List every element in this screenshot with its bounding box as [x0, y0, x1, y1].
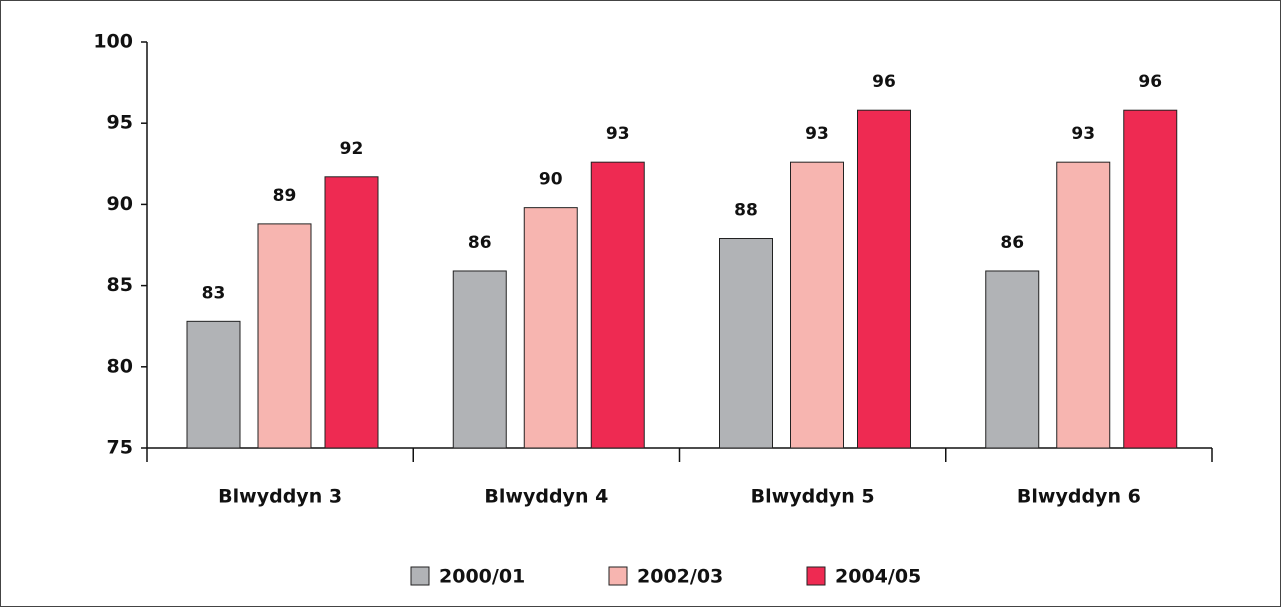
y-tick-label: 100 [93, 31, 133, 53]
legend-label: 2002/03 [637, 566, 723, 588]
x-tick-label: Blwyddyn 4 [484, 486, 608, 508]
bar [590, 161, 645, 449]
legend-label: 2004/05 [835, 566, 921, 588]
value-label: 93 [606, 124, 630, 144]
value-label: 93 [805, 124, 829, 144]
y-tick-label: 85 [107, 274, 133, 296]
value-label: 86 [468, 233, 492, 253]
x-tick-label: Blwyddyn 6 [1017, 486, 1141, 508]
value-label: 86 [1000, 233, 1024, 253]
legend-swatch [410, 566, 430, 586]
bar [257, 223, 312, 449]
bar [985, 270, 1040, 449]
x-tick-label: Blwyddyn 3 [218, 486, 342, 508]
legend-swatch [806, 566, 826, 586]
bar [790, 161, 844, 449]
y-tick-label: 75 [107, 437, 133, 459]
bar [1056, 161, 1111, 449]
value-label: 92 [340, 139, 364, 159]
legend-swatch [608, 566, 628, 586]
value-label: 96 [1138, 72, 1162, 92]
value-label: 93 [1071, 124, 1095, 144]
y-tick-label: 90 [107, 193, 133, 215]
bar [452, 270, 507, 449]
bar [719, 238, 773, 449]
bar [857, 109, 911, 449]
bar [523, 207, 578, 449]
bar [324, 176, 379, 449]
legend-label: 2000/01 [439, 566, 525, 588]
y-tick-label: 80 [107, 355, 133, 377]
x-tick-label: Blwyddyn 5 [751, 486, 875, 508]
value-label: 88 [734, 201, 758, 221]
value-label: 89 [273, 186, 297, 206]
bar [186, 320, 241, 449]
value-label: 96 [872, 72, 896, 92]
bar [1123, 109, 1178, 449]
y-tick-label: 95 [107, 112, 133, 134]
value-label: 83 [202, 283, 226, 303]
value-label: 90 [539, 170, 563, 190]
